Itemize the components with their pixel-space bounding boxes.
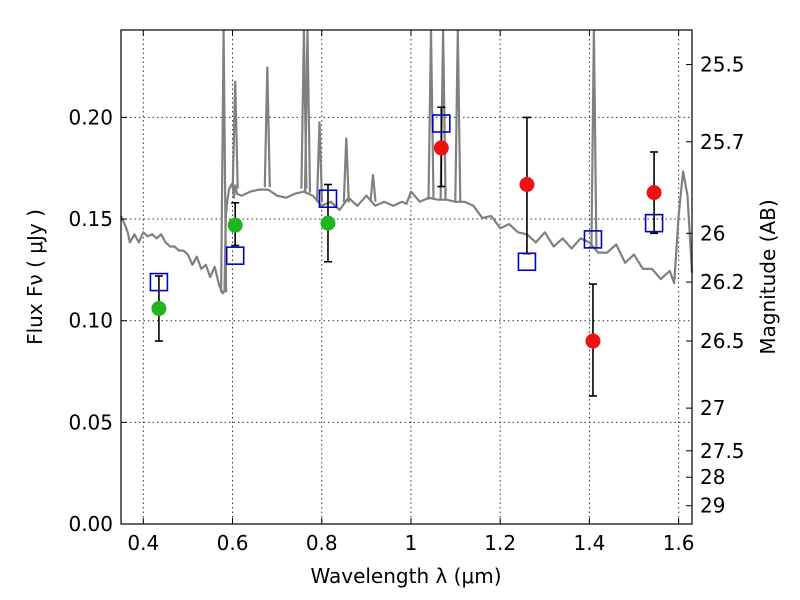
model-spectrum-layer — [119, 29, 694, 295]
y2-tick-label: 29 — [700, 494, 725, 518]
y-tick-label: 0.15 — [68, 207, 113, 231]
model-square-marker — [644, 213, 664, 233]
y-tick-label: 0.10 — [68, 309, 113, 333]
x-tick-label: 1.4 — [573, 531, 605, 555]
y2-tick-label: 25.7 — [700, 130, 745, 154]
model-square-marker — [225, 246, 245, 265]
x-tick-label: 1.6 — [663, 531, 695, 555]
y2-tick-label: 25.5 — [700, 53, 745, 77]
emission-line-spike — [303, 29, 312, 193]
plot-frame — [120, 29, 693, 525]
x-tick-label: 1.2 — [484, 531, 516, 555]
emission-line-spike — [263, 66, 271, 188]
marker-layer — [149, 114, 664, 349]
red-data-point — [433, 140, 449, 156]
tick-layer: 0.4 0.6 0.8 1 1.2 1.4 1.6 0.00 0.05 0.10 0.15 0.20 2… — [68, 30, 745, 555]
model-square-marker — [149, 272, 169, 292]
model-square-marker — [318, 189, 338, 209]
x-tick-label: 0.8 — [306, 531, 338, 555]
red-data-point — [585, 333, 601, 349]
y-axis-title: Flux Fν ( μJy ) — [23, 209, 47, 345]
x-tick-label: 0.4 — [127, 531, 159, 555]
red-data-point — [646, 185, 662, 201]
emission-line-spike — [342, 137, 350, 203]
emission-line-spike — [590, 29, 598, 248]
y2-tick-label: 26.2 — [700, 270, 745, 294]
y2-tick-label: 27 — [700, 396, 725, 420]
emission-line-spike — [454, 29, 462, 202]
emission-line-spike — [231, 80, 239, 189]
y2-tick-label: 26.5 — [700, 329, 745, 353]
model-square-marker — [431, 114, 451, 133]
green-data-point — [151, 301, 167, 317]
y-tick-label: 0.05 — [68, 410, 113, 434]
errorbar-layer — [154, 106, 659, 397]
y2-tick-label: 27.5 — [700, 439, 745, 463]
red-data-point — [519, 177, 535, 193]
emission-line-spike — [220, 29, 228, 293]
model-spectrum-line — [119, 170, 694, 295]
green-data-point — [320, 215, 336, 231]
y2-axis-title: Magnitude (AB) — [756, 199, 780, 354]
y2-tick-label: 28 — [700, 465, 725, 489]
x-axis-title: Wavelength λ (μm) — [310, 564, 501, 588]
emission-line-spike — [369, 174, 377, 202]
grid-layer — [121, 30, 692, 525]
model-square-marker — [583, 230, 603, 249]
emission-line-spike — [315, 121, 324, 202]
y-tick-label: 0.00 — [68, 512, 113, 536]
y-tick-label: 0.20 — [68, 105, 113, 129]
green-data-point — [227, 217, 243, 233]
x-tick-label: 1 — [405, 531, 418, 555]
y2-tick-label: 26 — [700, 221, 725, 245]
model-square-marker — [517, 252, 537, 272]
x-tick-label: 0.6 — [217, 531, 249, 555]
